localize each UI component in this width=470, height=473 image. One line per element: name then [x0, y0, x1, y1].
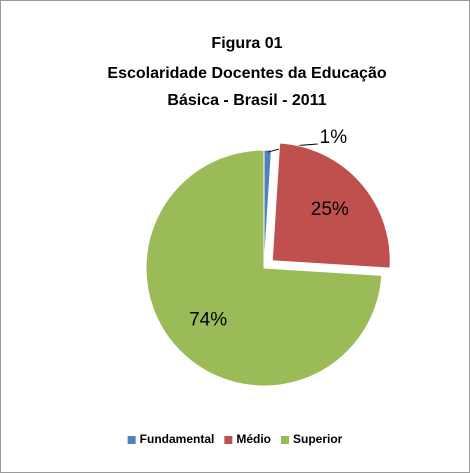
legend-label: Fundamental: [140, 432, 215, 446]
data-label: 1%: [320, 127, 348, 148]
legend-label: Médio: [236, 432, 271, 446]
chart-title: Escolaridade Docentes da Educação: [107, 65, 386, 82]
legend-label: Superior: [293, 432, 343, 446]
chart-title: Figura 01: [211, 35, 282, 52]
chart-title: Básica - Brasil - 2011: [167, 92, 326, 109]
legend-swatch: [281, 436, 289, 444]
pie-slice: [271, 142, 391, 269]
data-label: 74%: [189, 310, 227, 331]
legend-swatch: [224, 436, 233, 444]
pie-slice: [145, 149, 383, 387]
legend-swatch: [127, 436, 136, 444]
data-label: 25%: [311, 199, 349, 220]
